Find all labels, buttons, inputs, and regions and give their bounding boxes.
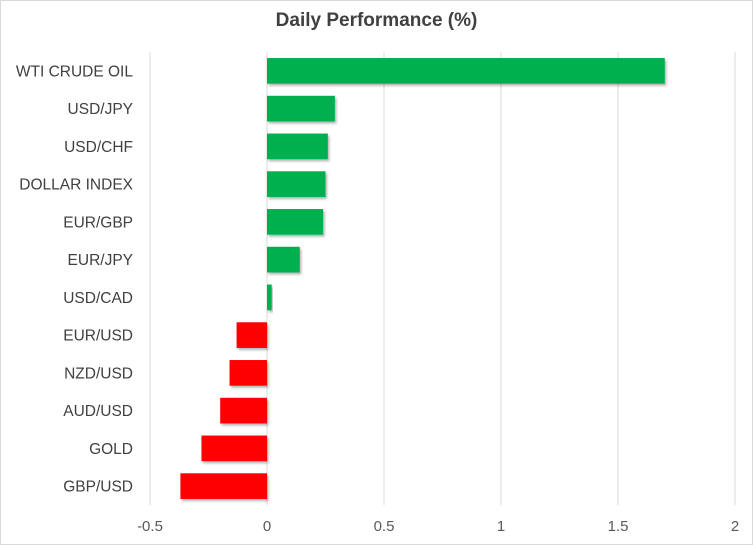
category-label: GOLD [89, 441, 133, 458]
category-label: NZD/USD [64, 365, 133, 382]
category-label: AUD/USD [63, 403, 133, 420]
x-tick-label: 0.5 [374, 518, 395, 535]
bar [229, 360, 267, 386]
category-label: EUR/GBP [63, 214, 133, 231]
bar [267, 95, 335, 122]
x-tick-label: 1.5 [608, 518, 629, 535]
category-label: USD/CAD [63, 290, 133, 307]
category-label: DOLLAR INDEX [19, 177, 133, 194]
x-tick-label: 0 [263, 518, 271, 535]
bar [267, 209, 324, 235]
category-label: USD/CHF [64, 139, 133, 156]
bar [201, 435, 267, 462]
category-label: EUR/USD [63, 328, 133, 345]
bar [267, 284, 272, 311]
x-tick-label: 2 [731, 518, 739, 535]
x-tick-label: -0.5 [137, 518, 163, 535]
gridlines [149, 52, 736, 505]
bar [220, 397, 267, 424]
category-labels: WTI CRUDE OIL USD/JPY USD/CHF DOLLAR INDEX E… [16, 63, 134, 495]
category-label: EUR/JPY [68, 252, 133, 269]
category-label: WTI CRUDE OIL [16, 63, 133, 80]
chart-title: Daily Performance (%) [275, 10, 478, 31]
bar [267, 133, 328, 160]
category-label: USD/JPY [68, 101, 133, 118]
bar [180, 473, 267, 499]
category-label: GBP/USD [63, 479, 133, 496]
x-tick-labels: -0.5 0 0.5 1 1.5 2 [137, 518, 739, 535]
bar [267, 171, 326, 197]
bar [267, 58, 665, 84]
bar [267, 246, 300, 273]
x-tick-label: 1 [497, 518, 505, 535]
bar [236, 322, 267, 348]
bars [180, 58, 665, 499]
